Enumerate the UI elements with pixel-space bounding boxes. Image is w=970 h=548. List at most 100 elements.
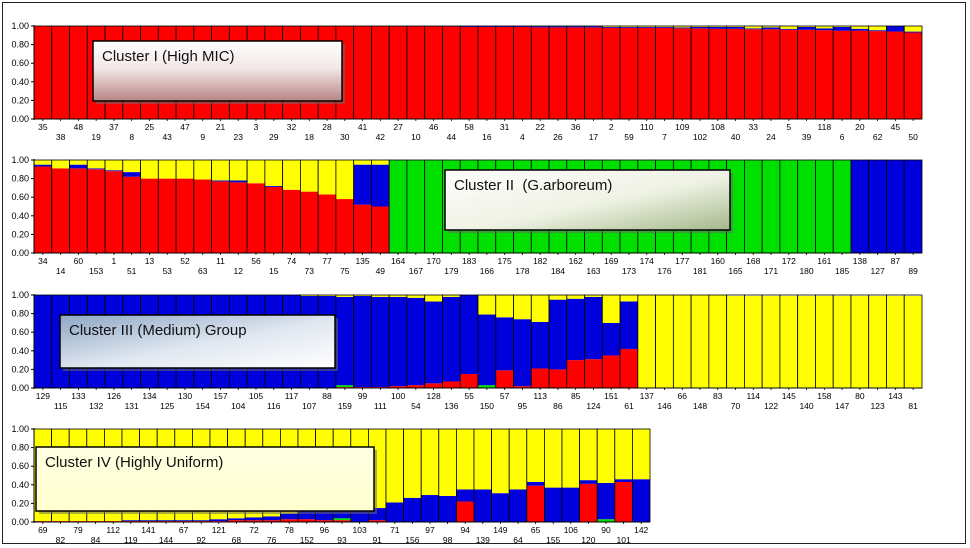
segment-red (456, 501, 474, 522)
segment-yellow (632, 429, 650, 480)
x-tick-label: 126 (107, 391, 121, 401)
bar-54 (406, 294, 426, 389)
segment-blue (744, 28, 763, 30)
x-tick-label: 160 (711, 256, 725, 266)
bar-170 (424, 159, 443, 254)
segment-red (368, 520, 386, 522)
x-tick-label: 107 (302, 401, 316, 411)
segment-blue (797, 26, 816, 30)
x-tick-label: 122 (764, 401, 778, 411)
x-tick-label: 78 (284, 525, 294, 535)
segment-red (424, 383, 443, 388)
x-tick-label: 74 (287, 256, 297, 266)
x-tick-label: 163 (586, 266, 600, 276)
bar-172 (779, 159, 799, 254)
segment-red (584, 359, 603, 388)
cluster-panel-4: 0.000.200.400.600.801.006982798411211914… (11, 424, 651, 545)
y-tick-label: 0.40 (11, 346, 29, 356)
segment-red (105, 171, 123, 253)
segment-blue (174, 520, 193, 522)
x-tick-label: 70 (731, 401, 741, 411)
segment-yellow (247, 160, 265, 184)
x-tick-label: 3 (254, 122, 259, 132)
x-tick-label: 172 (782, 256, 796, 266)
segment-yellow (353, 160, 372, 165)
segment-red (262, 520, 281, 522)
bar-150 (477, 294, 497, 389)
x-tick-label: 41 (358, 122, 368, 132)
segment-blue (602, 26, 621, 28)
segment-red (549, 369, 567, 388)
x-tick-label: 15 (269, 266, 279, 276)
segment-yellow (229, 160, 248, 181)
bar-161 (815, 159, 834, 254)
segment-yellow (566, 295, 585, 299)
segment-red (495, 370, 514, 388)
x-tick-label: 171 (764, 266, 778, 276)
bar-102 (690, 25, 710, 120)
bar-12 (228, 159, 248, 254)
segment-red (34, 166, 52, 253)
segment-blue (597, 482, 615, 520)
x-tick-label: 79 (73, 525, 83, 535)
x-tick-label: 154 (196, 401, 210, 411)
x-tick-label: 36 (571, 122, 581, 132)
segment-green (406, 160, 425, 253)
bar-155 (544, 428, 563, 523)
bar-146 (655, 294, 674, 389)
bar-40 (726, 25, 745, 120)
x-tick-label: 117 (285, 391, 299, 401)
segment-yellow (140, 160, 159, 179)
bar-44 (442, 25, 461, 120)
segment-yellow (424, 295, 443, 302)
bar-61 (619, 294, 639, 389)
x-tick-label: 143 (888, 391, 902, 401)
segment-green (333, 518, 351, 521)
segment-red (51, 168, 70, 253)
y-tick-label: 0.60 (11, 58, 29, 68)
bar-1 (104, 159, 124, 254)
bar-136 (442, 294, 461, 389)
x-tick-label: 121 (212, 525, 226, 535)
x-tick-label: 81 (908, 401, 918, 411)
x-tick-label: 176 (657, 266, 671, 276)
segment-blue (87, 168, 106, 170)
segment-yellow (904, 26, 922, 32)
segment-red (140, 178, 159, 253)
segment-blue (833, 26, 851, 31)
bar-22 (530, 25, 550, 120)
x-tick-label: 40 (731, 132, 741, 142)
segment-green (478, 385, 496, 388)
x-tick-label: 144 (159, 535, 173, 545)
segment-blue (403, 497, 422, 522)
segment-red (673, 28, 692, 119)
segment-red (868, 31, 887, 119)
x-tick-label: 31 (500, 122, 510, 132)
segment-red (282, 189, 301, 253)
bar-158 (815, 294, 834, 389)
segment-blue (280, 513, 298, 520)
segment-yellow (193, 160, 212, 180)
x-tick-label: 4 (520, 132, 525, 142)
x-tick-label: 12 (234, 266, 244, 276)
segment-green (815, 160, 834, 253)
segment-blue (579, 480, 598, 484)
x-tick-label: 161 (817, 256, 831, 266)
segment-red (478, 26, 496, 119)
bar-168 (744, 159, 763, 254)
segment-red (620, 27, 638, 119)
x-tick-label: 112 (106, 525, 120, 535)
x-tick-label: 14 (56, 266, 66, 276)
segment-blue (353, 295, 372, 388)
segment-blue (69, 164, 88, 169)
x-tick-label: 35 (38, 122, 48, 132)
segment-blue (389, 296, 407, 387)
bar-98 (438, 428, 457, 523)
segment-red (245, 520, 263, 522)
bar-86 (548, 294, 568, 389)
bar-114 (744, 294, 763, 389)
segment-red (353, 26, 372, 119)
segment-yellow (34, 160, 52, 165)
bar-17 (584, 25, 603, 120)
x-tick-label: 38 (56, 132, 66, 142)
